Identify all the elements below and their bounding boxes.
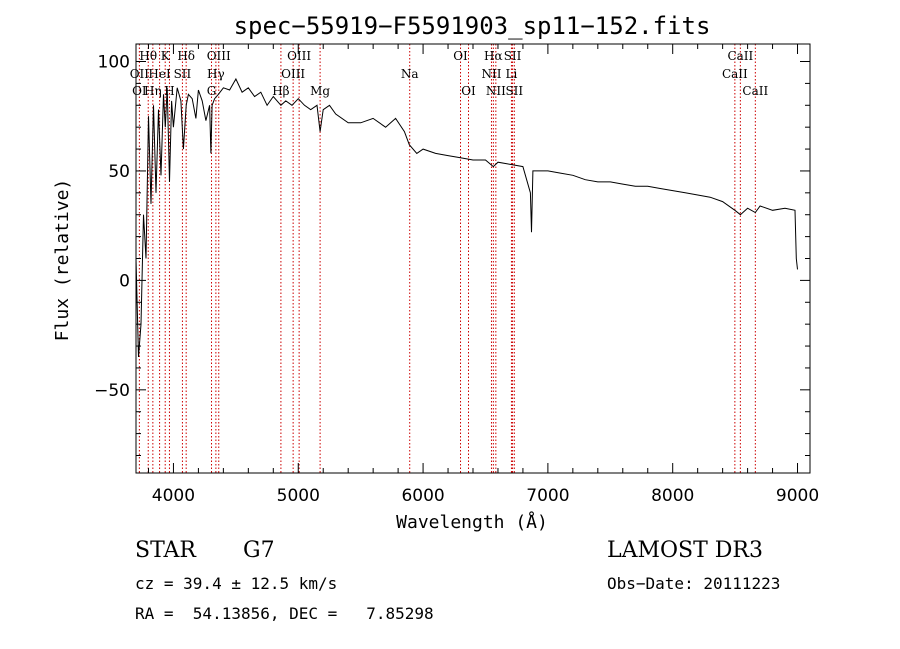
object-class: STAR xyxy=(135,538,196,563)
x-axis-label: Wavelength (Å) xyxy=(396,511,548,533)
object-subclass: G7 xyxy=(243,538,275,563)
emission-line-label: NII xyxy=(481,67,501,81)
emission-lines xyxy=(138,44,756,473)
x-tick-label: 9000 xyxy=(776,486,819,506)
x-tick-label: 5000 xyxy=(277,486,320,506)
emission-line-label: Hδ xyxy=(177,49,195,63)
emission-line-label: CaII xyxy=(722,67,748,81)
y-tick-label: 0 xyxy=(119,271,130,291)
emission-line-label: Li xyxy=(506,67,518,81)
x-tick-label: 4000 xyxy=(152,486,195,506)
y-tick-label: 50 xyxy=(108,162,130,182)
sky-coordinates: RA = 54.13856, DEC = 7.85298 xyxy=(135,604,434,623)
x-tick-label: 8000 xyxy=(651,486,694,506)
emission-line-label: Na xyxy=(401,67,419,81)
emission-line-label: Hα xyxy=(484,49,503,63)
survey-name: LAMOST DR3 xyxy=(607,538,763,563)
emission-line-label: NII xyxy=(486,84,506,98)
emission-line-label: Mg xyxy=(310,84,330,98)
emission-line-label: HeI xyxy=(148,67,171,81)
emission-line-label: OIII xyxy=(281,67,305,81)
x-tick-label: 7000 xyxy=(526,486,569,506)
axis-ticks xyxy=(136,44,810,473)
redshift-velocity: cz = 39.4 ± 12.5 km/s xyxy=(135,574,338,593)
chart-title: spec−55919−F5591903_sp11−152.fits xyxy=(234,12,711,40)
observation-date: Obs−Date: 20111223 xyxy=(607,574,781,593)
emission-line-label: OIII xyxy=(287,49,311,63)
emission-line-label: SII xyxy=(174,67,192,81)
emission-line-label: OI xyxy=(453,49,468,63)
emission-line-label: Hγ xyxy=(207,67,225,81)
emission-line-label: SII xyxy=(504,49,522,63)
y-tick-label: −50 xyxy=(94,381,130,401)
spectrum-series-line xyxy=(135,77,798,358)
emission-line-label: SII xyxy=(505,84,523,98)
emission-line-label: OII xyxy=(130,67,150,81)
emission-line-label: OI xyxy=(461,84,476,98)
plot-frame xyxy=(135,43,811,474)
axis-tick-labels: 4000 5000 6000 7000 8000 9000 −50 0 50 100 xyxy=(94,53,819,506)
emission-line-label: Hθ xyxy=(139,49,157,63)
y-axis-label: Flux (relative) xyxy=(52,179,73,342)
emission-line-label: OIII xyxy=(207,49,231,63)
emission-line-label: Hη xyxy=(144,84,162,98)
emission-line-label: H xyxy=(164,84,174,98)
emission-line-label: CaII xyxy=(742,84,768,98)
emission-line-label: Hβ xyxy=(272,84,289,98)
emission-line-label: CaII xyxy=(727,49,753,63)
emission-line-label: G xyxy=(207,84,217,98)
x-tick-label: 6000 xyxy=(401,486,444,506)
emission-line-label: K xyxy=(161,49,171,63)
y-tick-label: 100 xyxy=(98,53,130,73)
